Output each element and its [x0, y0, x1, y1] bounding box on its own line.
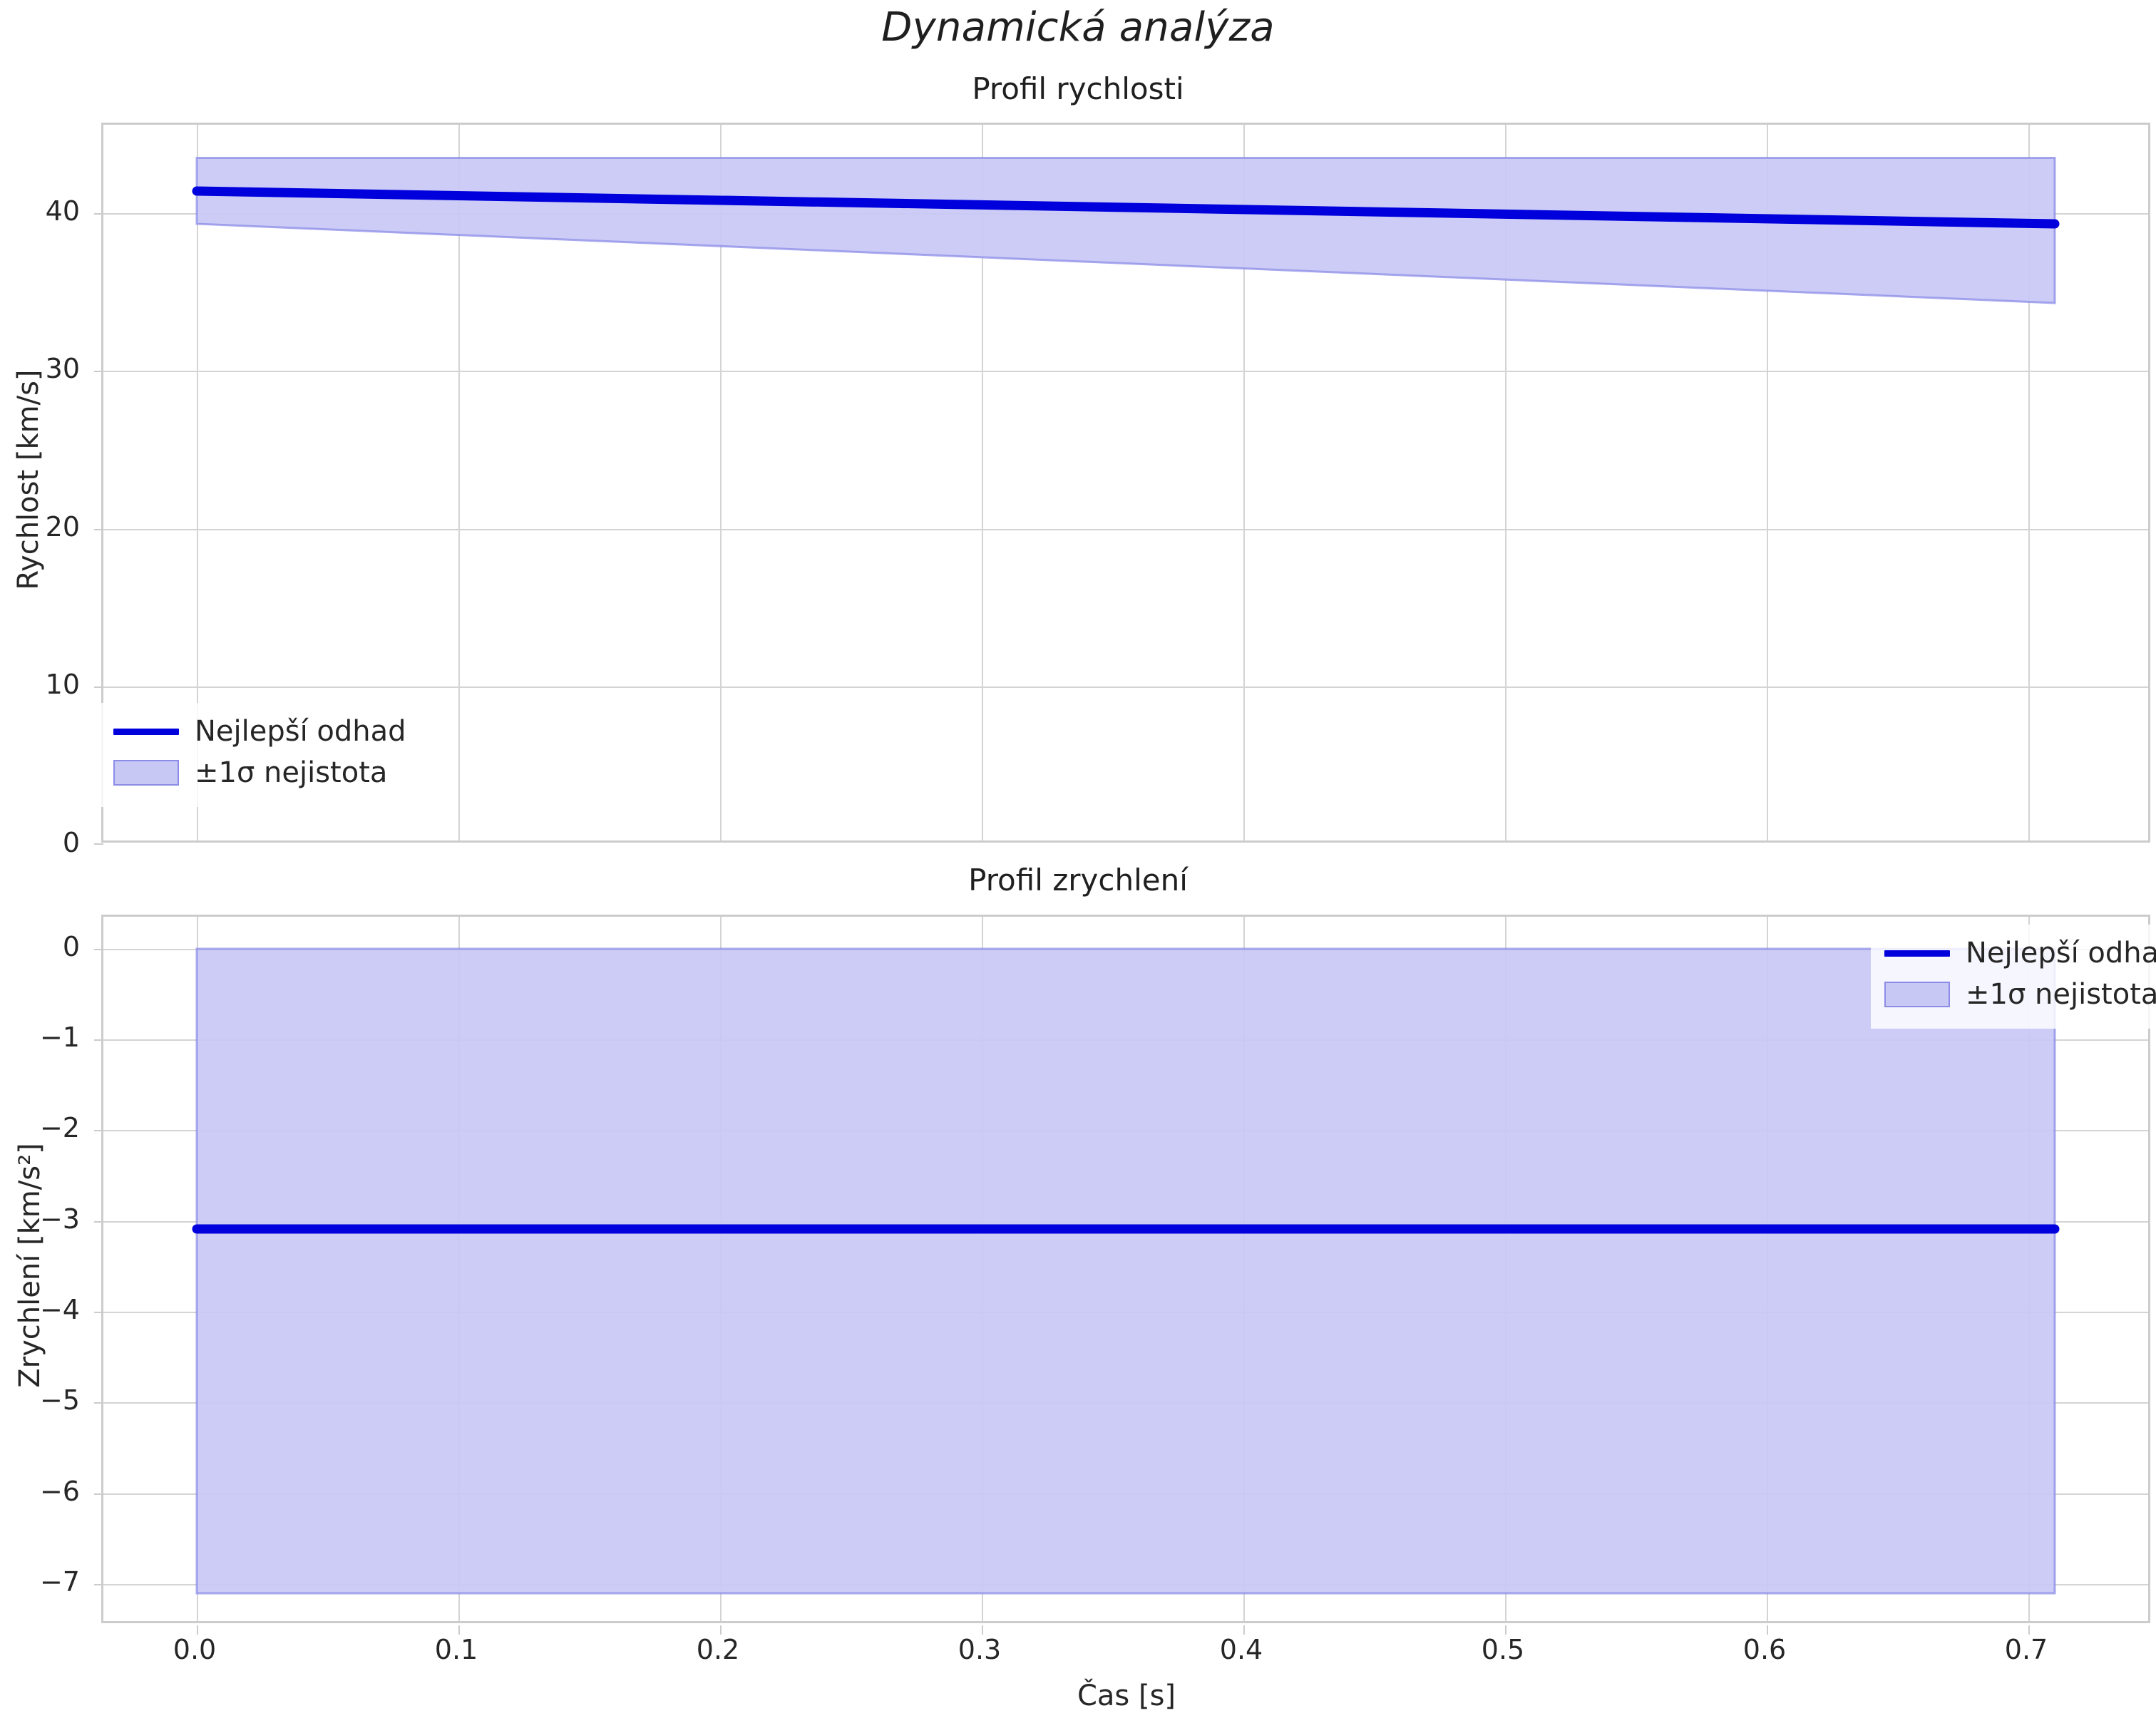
acceleration-subplot-title: Profil zrychlení — [968, 863, 1188, 898]
gridline-x-0.5 — [1505, 125, 1506, 840]
xtick-mark-0.6 — [1767, 1625, 1768, 1635]
acceleration-ytick-label--7: −7 — [39, 1566, 80, 1598]
legend-label-uncertainty: ±1σ nejistota — [195, 756, 388, 789]
legend-key-line — [1882, 937, 1953, 969]
legend-entry-best-estimate: Nejlepší odhad — [111, 711, 406, 752]
gridline-y-30 — [103, 371, 2148, 372]
velocity-ytick-label-20: 20 — [45, 511, 80, 542]
ytick-mark--6 — [94, 1493, 103, 1495]
legend-entry-uncertainty: ±1σ nejistota — [1882, 974, 2156, 1015]
gridline-x-0.1 — [458, 125, 460, 840]
gridline-y-20 — [103, 529, 2148, 530]
gridline-x-0.6 — [1767, 125, 1768, 840]
velocity-data-svg — [192, 157, 2060, 304]
gridline-x-0.7 — [2028, 125, 2030, 840]
acceleration-ytick-label--5: −5 — [39, 1384, 80, 1416]
legend-entry-uncertainty: ±1σ nejistota — [111, 752, 387, 793]
acceleration-ytick-label-0: 0 — [62, 931, 80, 962]
ytick-mark-10 — [94, 686, 103, 688]
acceleration-x-axis-label: Čas [s] — [1077, 1680, 1176, 1712]
legend-entry-best-estimate: Nejlepší odhad — [1882, 932, 2156, 974]
ytick-mark-40 — [94, 213, 103, 215]
acceleration-data-svg — [192, 947, 2060, 1595]
gridline-x-0.0 — [197, 125, 198, 840]
ytick-mark--3 — [94, 1221, 103, 1223]
xtick-label-0.0: 0.0 — [173, 1634, 217, 1665]
ytick-mark--4 — [94, 1312, 103, 1313]
legend-label-best-estimate: Nejlepší odhad — [195, 715, 406, 748]
acceleration-axes: Nejlepší odhad ±1σ nejistota — [94, 915, 2156, 1635]
velocity-best-estimate-line — [192, 186, 2060, 229]
legend-key-patch — [1882, 979, 1953, 1010]
acceleration-ytick-label--3: −3 — [39, 1203, 80, 1235]
velocity-ytick-label-10: 10 — [45, 669, 80, 700]
xtick-label-0.7: 0.7 — [2004, 1634, 2048, 1665]
ytick-mark--1 — [94, 1039, 103, 1041]
ytick-mark--5 — [94, 1402, 103, 1404]
xtick-mark-0.5 — [1505, 1625, 1506, 1635]
xtick-mark-0.2 — [720, 1625, 722, 1635]
xtick-label-0.1: 0.1 — [434, 1634, 478, 1665]
ytick-mark--2 — [94, 1130, 103, 1131]
figure-suptitle: Dynamická analýza — [881, 4, 1275, 51]
acceleration-plot-area — [103, 917, 2148, 1621]
velocity-ytick-label-40: 40 — [45, 195, 80, 227]
acceleration-ytick-label--4: −4 — [39, 1294, 80, 1325]
xtick-label-0.6: 0.6 — [1742, 1634, 1787, 1665]
xtick-label-0.2: 0.2 — [696, 1634, 740, 1665]
velocity-plot-area — [103, 125, 2148, 840]
xtick-label-0.3: 0.3 — [958, 1634, 1002, 1665]
legend-key-line — [111, 716, 182, 747]
xtick-label-0.4: 0.4 — [1219, 1634, 1263, 1665]
gridline-x-0.2 — [720, 125, 722, 840]
xtick-mark-0.0 — [197, 1625, 198, 1635]
ytick-mark-0 — [94, 949, 103, 950]
acceleration-ytick-label--6: −6 — [39, 1476, 80, 1507]
xtick-mark-0.1 — [458, 1625, 460, 1635]
ytick-mark-20 — [94, 529, 103, 530]
acceleration-uncertainty-band — [195, 947, 2056, 1595]
velocity-ytick-label-30: 30 — [45, 353, 80, 384]
gridline-x-0.3 — [982, 125, 983, 840]
velocity-uncertainty-band — [195, 157, 2056, 304]
gridline-x-0.4 — [1243, 125, 1245, 840]
velocity-ytick-label-0: 0 — [62, 827, 80, 858]
acceleration-ytick-label--1: −1 — [39, 1022, 80, 1053]
legend-key-patch — [111, 757, 182, 788]
gridline-y-10 — [103, 686, 2148, 688]
legend-label-best-estimate: Nejlepší odhad — [1966, 937, 2156, 970]
xtick-label-0.5: 0.5 — [1481, 1634, 1525, 1665]
xtick-mark-0.3 — [982, 1625, 983, 1635]
ytick-mark--7 — [94, 1584, 103, 1585]
acceleration-ytick-label--2: −2 — [39, 1112, 80, 1143]
ytick-mark-30 — [94, 371, 103, 372]
velocity-legend: Nejlepší odhad ±1σ nejistota — [100, 703, 406, 807]
xtick-mark-0.4 — [1243, 1625, 1245, 1635]
ytick-mark-0 — [94, 843, 103, 845]
legend-label-uncertainty: ±1σ nejistota — [1966, 978, 2156, 1011]
xtick-mark-0.7 — [2028, 1625, 2030, 1635]
velocity-subplot-title: Profil rychlosti — [972, 71, 1184, 106]
acceleration-legend: Nejlepší odhad ±1σ nejistota — [1871, 925, 2156, 1029]
velocity-axes: Nejlepší odhad ±1σ nejistota — [94, 123, 2150, 845]
